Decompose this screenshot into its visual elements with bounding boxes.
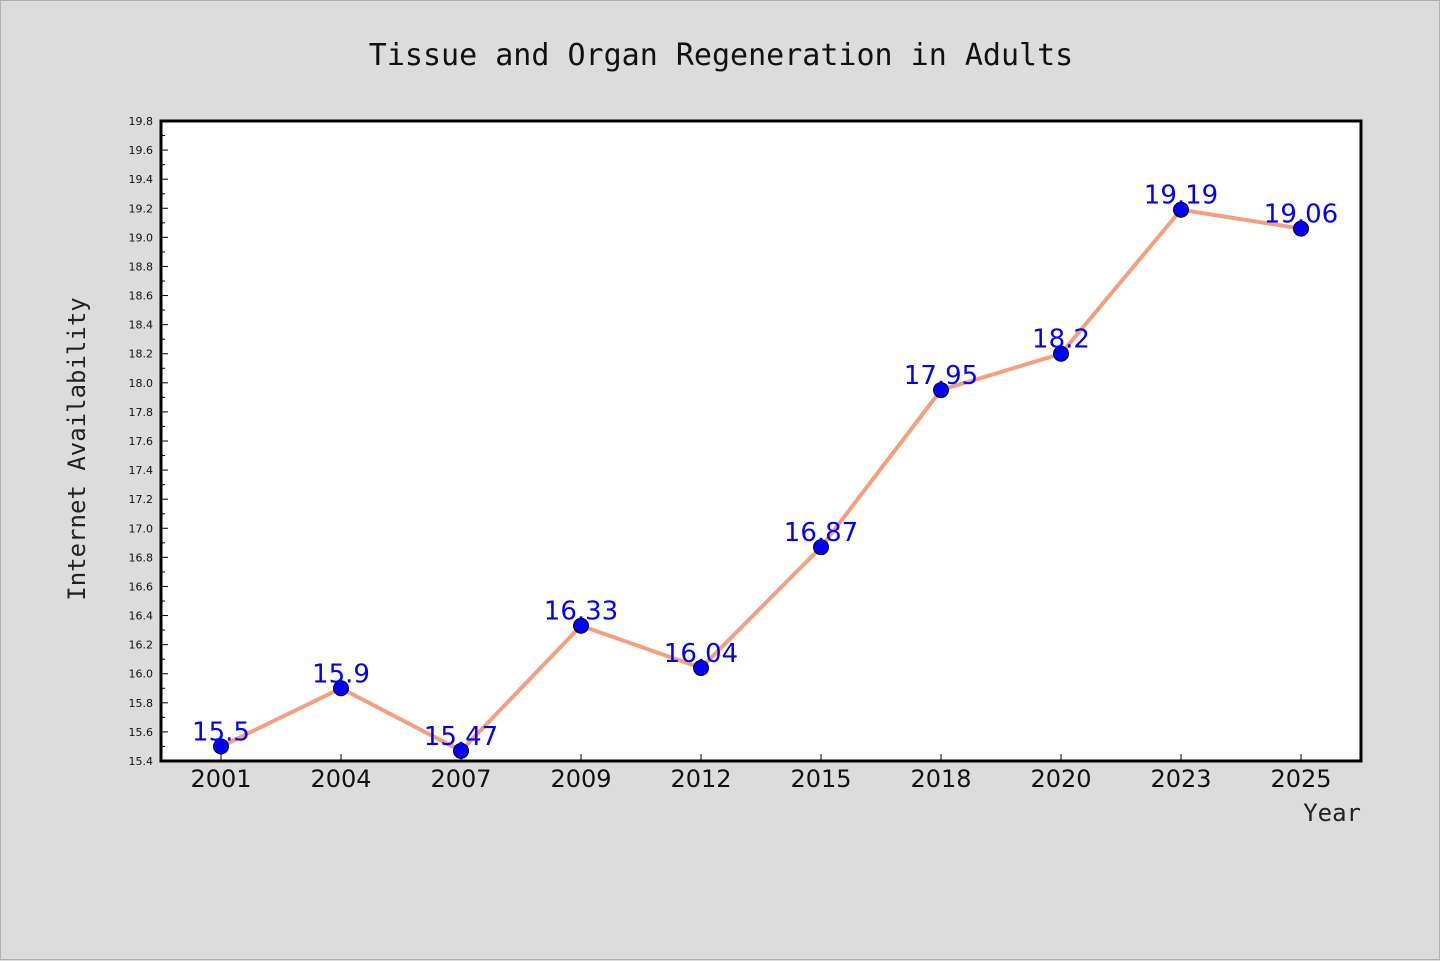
y-tick-label: 16.0 [129, 668, 154, 681]
y-tick-label: 17.8 [129, 406, 154, 419]
y-tick-label: 18.6 [129, 290, 154, 303]
y-tick-label: 15.6 [129, 726, 154, 739]
y-tick-label: 16.2 [129, 639, 154, 652]
data-labels: 15.5 15.9 15.47 16.33 16.04 16.87 17.95 18.2 19.… [192, 181, 1338, 752]
x-axis: 2001 2004 2007 2009 2012 2015 2018 2020 2023 2025 [190, 754, 1332, 793]
y-tick-label: 19.4 [129, 173, 154, 186]
y-tick-label: 18.4 [129, 319, 154, 332]
x-tick-label: 2025 [1270, 765, 1331, 793]
data-point [333, 680, 349, 697]
x-tick-label: 2012 [670, 765, 731, 793]
data-label: 15.9 [312, 659, 370, 689]
y-tick-label: 19.0 [129, 231, 154, 244]
x-tick-label: 2007 [430, 765, 491, 793]
series-line [220, 207, 1302, 753]
data-label: 19.06 [1264, 200, 1338, 230]
y-axis-label: Internet Availability [63, 297, 91, 600]
y-axis: 15.4 15.6 15.8 16.0 16.2 16.4 16.6 16.8 17.0 17.2… [129, 115, 168, 768]
y-tick-label: 18.2 [129, 348, 154, 361]
data-point [1053, 345, 1069, 362]
data-point [693, 659, 709, 676]
y-tick-label: 15.4 [129, 755, 154, 768]
y-tick-label: 18.8 [129, 260, 154, 273]
x-axis-label: Year [1303, 799, 1361, 827]
data-point [813, 539, 829, 556]
y-tick-label: 18.0 [129, 377, 154, 390]
data-label: 15.5 [192, 717, 250, 747]
data-label: 17.95 [904, 361, 978, 391]
y-tick-label: 16.8 [129, 551, 154, 564]
x-tick-label: 2009 [550, 765, 611, 793]
data-point [1293, 220, 1309, 237]
data-point [213, 738, 229, 755]
data-label: 15.47 [424, 722, 498, 752]
y-tick-label: 17.0 [129, 522, 154, 535]
data-label: 16.04 [664, 639, 738, 669]
plot-area [161, 121, 1361, 761]
chart-title: Tissue and Organ Regeneration in Adults [369, 38, 1073, 73]
y-tick-label: 16.4 [129, 610, 154, 623]
data-point [453, 742, 469, 759]
x-tick-label: 2015 [790, 765, 851, 793]
x-tick-label: 2001 [190, 765, 251, 793]
y-tick-label: 19.6 [129, 144, 154, 157]
y-tick-label: 19.2 [129, 202, 154, 215]
data-point [933, 382, 949, 399]
x-tick-label: 2004 [310, 765, 371, 793]
y-tick-label: 17.2 [129, 493, 154, 506]
y-tick-label: 17.4 [129, 464, 154, 477]
x-tick-label: 2018 [910, 765, 971, 793]
data-label: 18.2 [1032, 325, 1090, 355]
data-point [573, 617, 589, 634]
data-label: 19.19 [1144, 181, 1218, 211]
x-tick-label: 2020 [1030, 765, 1091, 793]
data-point [1173, 201, 1189, 218]
data-markers [213, 201, 1309, 759]
y-tick-label: 16.6 [129, 580, 154, 593]
data-label: 16.33 [544, 597, 618, 627]
x-tick-label: 2023 [1150, 765, 1211, 793]
plot-frame [159, 119, 1363, 763]
y-tick-label: 17.6 [129, 435, 154, 448]
data-label: 16.87 [784, 518, 858, 548]
y-tick-label: 15.8 [129, 697, 154, 710]
y-tick-label: 19.8 [129, 115, 154, 128]
